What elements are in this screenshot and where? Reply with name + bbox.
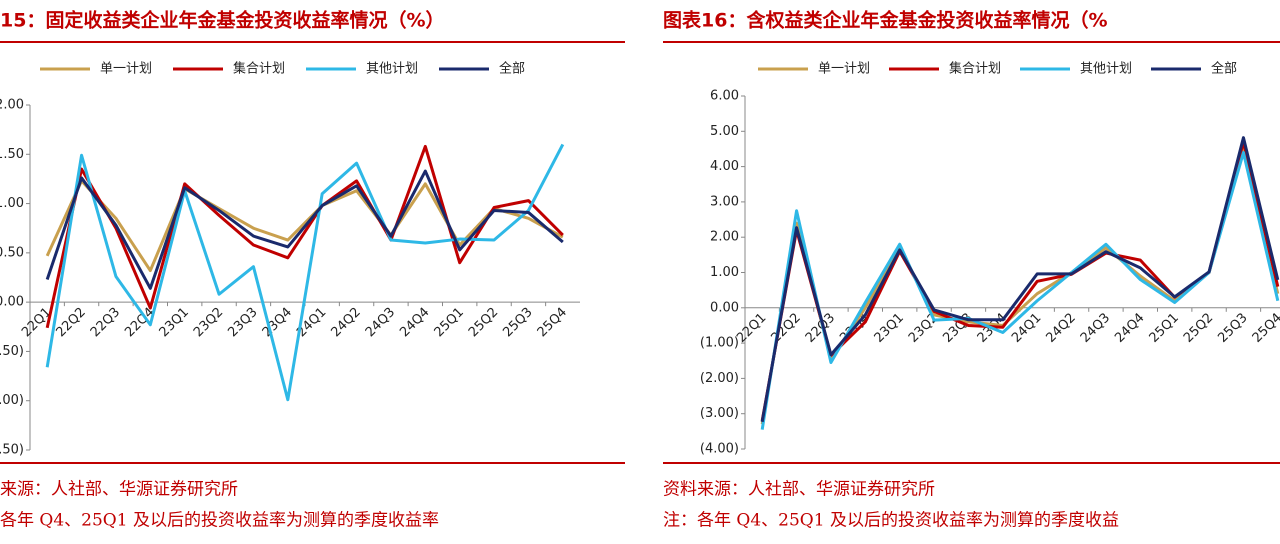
series-line — [760, 136, 1280, 423]
series-line — [760, 147, 1280, 425]
series-line — [45, 143, 565, 402]
legend-label: 全部 — [499, 61, 525, 77]
y-tick-label: (1.00) — [0, 393, 24, 408]
x-tick-label: 25Q3 — [1215, 310, 1250, 345]
x-tick-label: 22Q2 — [53, 305, 88, 340]
y-tick-label: (3.00) — [700, 406, 739, 421]
x-tick-label: 23Q3 — [225, 305, 260, 340]
series-line — [760, 150, 1280, 430]
y-tick-label: 0.00 — [710, 300, 739, 315]
y-tick-label: (4.00) — [700, 442, 739, 457]
x-tick-label: 23Q2 — [191, 305, 226, 340]
source: 来源：人社部、华源证券研究所 — [0, 480, 238, 500]
chart-title: 15：固定收益类企业年金基金投资收益率情况（%） — [0, 9, 444, 32]
x-tick-label: 24Q4 — [1112, 310, 1147, 345]
x-tick-label: 24Q3 — [363, 305, 398, 340]
x-tick-label: 25Q1 — [1147, 310, 1182, 345]
y-tick-label: 6.00 — [710, 89, 739, 104]
y-tick-label: 2.00 — [710, 230, 739, 245]
legend-label: 全部 — [1211, 61, 1237, 77]
legend-label: 集合计划 — [949, 61, 1001, 77]
y-tick-label: (1.00) — [700, 336, 739, 351]
x-tick-label: 24Q2 — [328, 305, 363, 340]
y-tick-label: 2.00 — [0, 98, 24, 113]
chart-title: 图表16：含权益类企业年金基金投资收益率情况（% — [663, 9, 1107, 32]
legend-label: 其他计划 — [366, 62, 418, 77]
y-tick-label: 1.00 — [0, 196, 24, 211]
x-tick-label: 23Q1 — [872, 310, 907, 345]
x-tick-label: 25Q4 — [1250, 310, 1280, 345]
x-tick-label: 25Q3 — [500, 305, 535, 340]
source: 资料来源：人社部、华源证券研究所 — [663, 480, 935, 500]
x-tick-label: 22Q3 — [88, 305, 123, 340]
legend-label: 单一计划 — [818, 62, 870, 77]
y-tick-label: 0.50 — [0, 245, 24, 260]
y-tick-label: 4.00 — [710, 159, 739, 174]
y-tick-label: 1.50 — [0, 147, 24, 162]
x-tick-label: 25Q2 — [466, 305, 501, 340]
legend-label: 集合计划 — [233, 61, 285, 77]
x-tick-label: 24Q4 — [397, 305, 432, 340]
x-tick-label: 22Q2 — [768, 310, 803, 345]
legend-label: 其他计划 — [1080, 62, 1132, 77]
x-tick-label: 22Q1 — [734, 310, 769, 345]
y-tick-label: (0.50) — [0, 344, 24, 359]
legend-label: 单一计划 — [100, 62, 152, 77]
x-tick-label: 25Q4 — [535, 305, 570, 340]
y-tick-label: 3.00 — [710, 194, 739, 209]
y-tick-label: 0.00 — [0, 295, 24, 310]
note: 各年 Q4、25Q1 及以后的投资收益率为测算的季度收益率 — [0, 511, 439, 531]
series-line — [45, 179, 564, 273]
x-tick-label: 25Q2 — [1181, 310, 1216, 345]
x-tick-label: 23Q1 — [157, 305, 192, 340]
x-tick-label: 24Q3 — [1078, 310, 1113, 345]
x-tick-label: 24Q2 — [1043, 310, 1078, 345]
note: 注：各年 Q4、25Q1 及以后的投资收益率为测算的季度收益 — [663, 511, 1119, 531]
y-tick-label: 1.00 — [710, 265, 739, 280]
y-tick-label: (2.00) — [700, 371, 739, 386]
x-tick-label: 25Q1 — [432, 305, 467, 340]
y-tick-label: (1.50) — [0, 443, 24, 458]
y-tick-label: 5.00 — [710, 124, 739, 139]
series-line — [45, 144, 564, 329]
series-line — [45, 169, 564, 290]
